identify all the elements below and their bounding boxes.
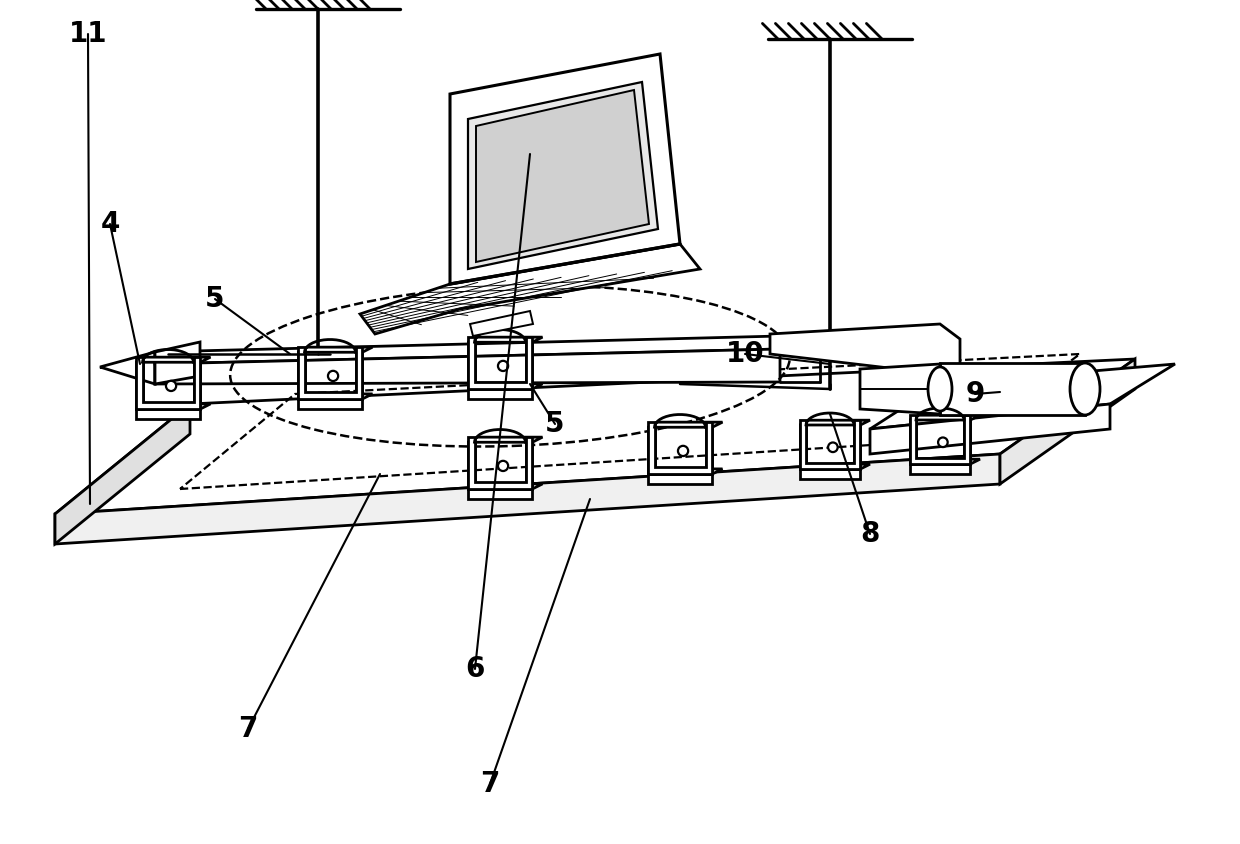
Polygon shape bbox=[360, 244, 701, 334]
Polygon shape bbox=[800, 464, 870, 469]
Ellipse shape bbox=[498, 461, 508, 471]
Text: 10: 10 bbox=[725, 340, 764, 368]
Polygon shape bbox=[800, 425, 806, 469]
Text: 5: 5 bbox=[206, 285, 224, 313]
Polygon shape bbox=[467, 489, 532, 499]
Polygon shape bbox=[940, 363, 1085, 415]
Polygon shape bbox=[870, 404, 1110, 454]
Polygon shape bbox=[861, 364, 940, 414]
Polygon shape bbox=[55, 359, 1135, 514]
Ellipse shape bbox=[939, 437, 947, 447]
Polygon shape bbox=[770, 324, 960, 374]
Polygon shape bbox=[467, 337, 532, 389]
Polygon shape bbox=[870, 364, 1176, 429]
Polygon shape bbox=[910, 415, 971, 464]
Polygon shape bbox=[800, 469, 861, 479]
Text: 5: 5 bbox=[546, 410, 564, 438]
Polygon shape bbox=[135, 357, 211, 362]
Polygon shape bbox=[467, 384, 543, 389]
Polygon shape bbox=[647, 469, 723, 474]
Polygon shape bbox=[298, 347, 362, 399]
Polygon shape bbox=[800, 420, 870, 425]
Polygon shape bbox=[155, 349, 780, 384]
Polygon shape bbox=[467, 484, 543, 489]
Text: 11: 11 bbox=[68, 20, 107, 48]
Polygon shape bbox=[467, 389, 532, 399]
Polygon shape bbox=[155, 336, 780, 364]
Polygon shape bbox=[467, 337, 543, 343]
Polygon shape bbox=[100, 352, 155, 384]
Polygon shape bbox=[910, 420, 916, 464]
Text: 7: 7 bbox=[480, 770, 500, 798]
Ellipse shape bbox=[498, 361, 508, 371]
Text: 6: 6 bbox=[465, 655, 485, 683]
Polygon shape bbox=[298, 399, 362, 409]
Polygon shape bbox=[526, 343, 532, 389]
Polygon shape bbox=[193, 362, 201, 409]
Polygon shape bbox=[467, 82, 658, 269]
Polygon shape bbox=[647, 422, 723, 427]
Polygon shape bbox=[298, 347, 372, 352]
Ellipse shape bbox=[1070, 363, 1100, 415]
Ellipse shape bbox=[828, 442, 838, 452]
Polygon shape bbox=[476, 90, 649, 262]
Polygon shape bbox=[999, 359, 1135, 484]
Polygon shape bbox=[467, 437, 532, 489]
Polygon shape bbox=[526, 442, 532, 489]
Polygon shape bbox=[450, 54, 680, 284]
Polygon shape bbox=[647, 422, 712, 474]
Polygon shape bbox=[298, 352, 305, 399]
Polygon shape bbox=[135, 362, 143, 409]
Polygon shape bbox=[135, 357, 201, 409]
Text: 4: 4 bbox=[100, 210, 120, 238]
Polygon shape bbox=[467, 437, 543, 442]
Text: 8: 8 bbox=[861, 520, 879, 548]
Polygon shape bbox=[155, 342, 200, 384]
Ellipse shape bbox=[678, 446, 688, 456]
Polygon shape bbox=[647, 474, 712, 484]
Polygon shape bbox=[963, 420, 971, 464]
Ellipse shape bbox=[166, 381, 176, 391]
Ellipse shape bbox=[928, 367, 952, 411]
Polygon shape bbox=[706, 427, 712, 474]
Polygon shape bbox=[135, 404, 211, 409]
Polygon shape bbox=[910, 459, 980, 464]
Polygon shape bbox=[910, 415, 980, 420]
Polygon shape bbox=[467, 343, 475, 389]
Polygon shape bbox=[854, 425, 861, 469]
Polygon shape bbox=[910, 464, 971, 473]
Polygon shape bbox=[298, 394, 372, 399]
Polygon shape bbox=[55, 454, 999, 544]
Ellipse shape bbox=[327, 371, 339, 381]
Polygon shape bbox=[135, 409, 201, 419]
Polygon shape bbox=[647, 427, 655, 474]
Polygon shape bbox=[470, 311, 533, 336]
Text: 7: 7 bbox=[238, 715, 258, 743]
Polygon shape bbox=[467, 442, 475, 489]
Text: 9: 9 bbox=[966, 380, 985, 408]
Polygon shape bbox=[356, 352, 362, 399]
Polygon shape bbox=[800, 420, 861, 469]
Polygon shape bbox=[55, 404, 190, 544]
